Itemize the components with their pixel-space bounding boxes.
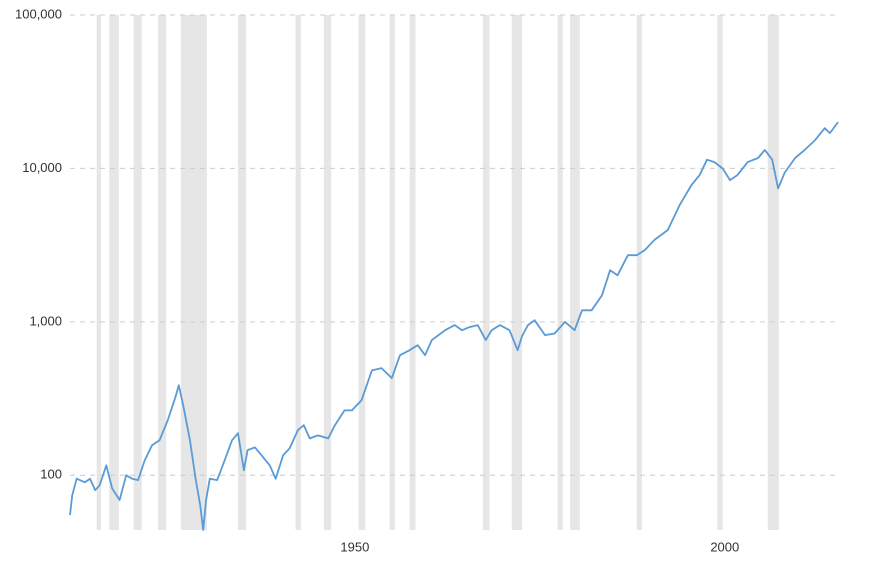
y-tick-label: 100 [40, 467, 62, 482]
recession-band [570, 15, 580, 530]
recession-band [409, 15, 416, 530]
recession-band [133, 15, 142, 530]
recession-band [180, 15, 207, 530]
recession-band [389, 15, 395, 530]
recession-band [109, 15, 119, 530]
recession-band [96, 15, 102, 530]
y-tick-label: 10,000 [22, 160, 62, 175]
recession-band [358, 15, 366, 530]
recession-band [767, 15, 779, 530]
recession-band [295, 15, 301, 530]
recession-band [717, 15, 723, 530]
recession-band [557, 15, 563, 530]
recession-band [323, 15, 332, 530]
recession-band [511, 15, 523, 530]
recession-band [158, 15, 167, 530]
recession-band [237, 15, 247, 530]
recession-band [636, 15, 642, 530]
price-line [69, 121, 839, 531]
y-tick-label: 100,000 [15, 6, 62, 21]
y-tick-label: 1,000 [29, 313, 62, 328]
x-tick-label: 2000 [710, 539, 739, 554]
recession-band [482, 15, 490, 530]
x-tick-label: 1950 [340, 539, 369, 554]
